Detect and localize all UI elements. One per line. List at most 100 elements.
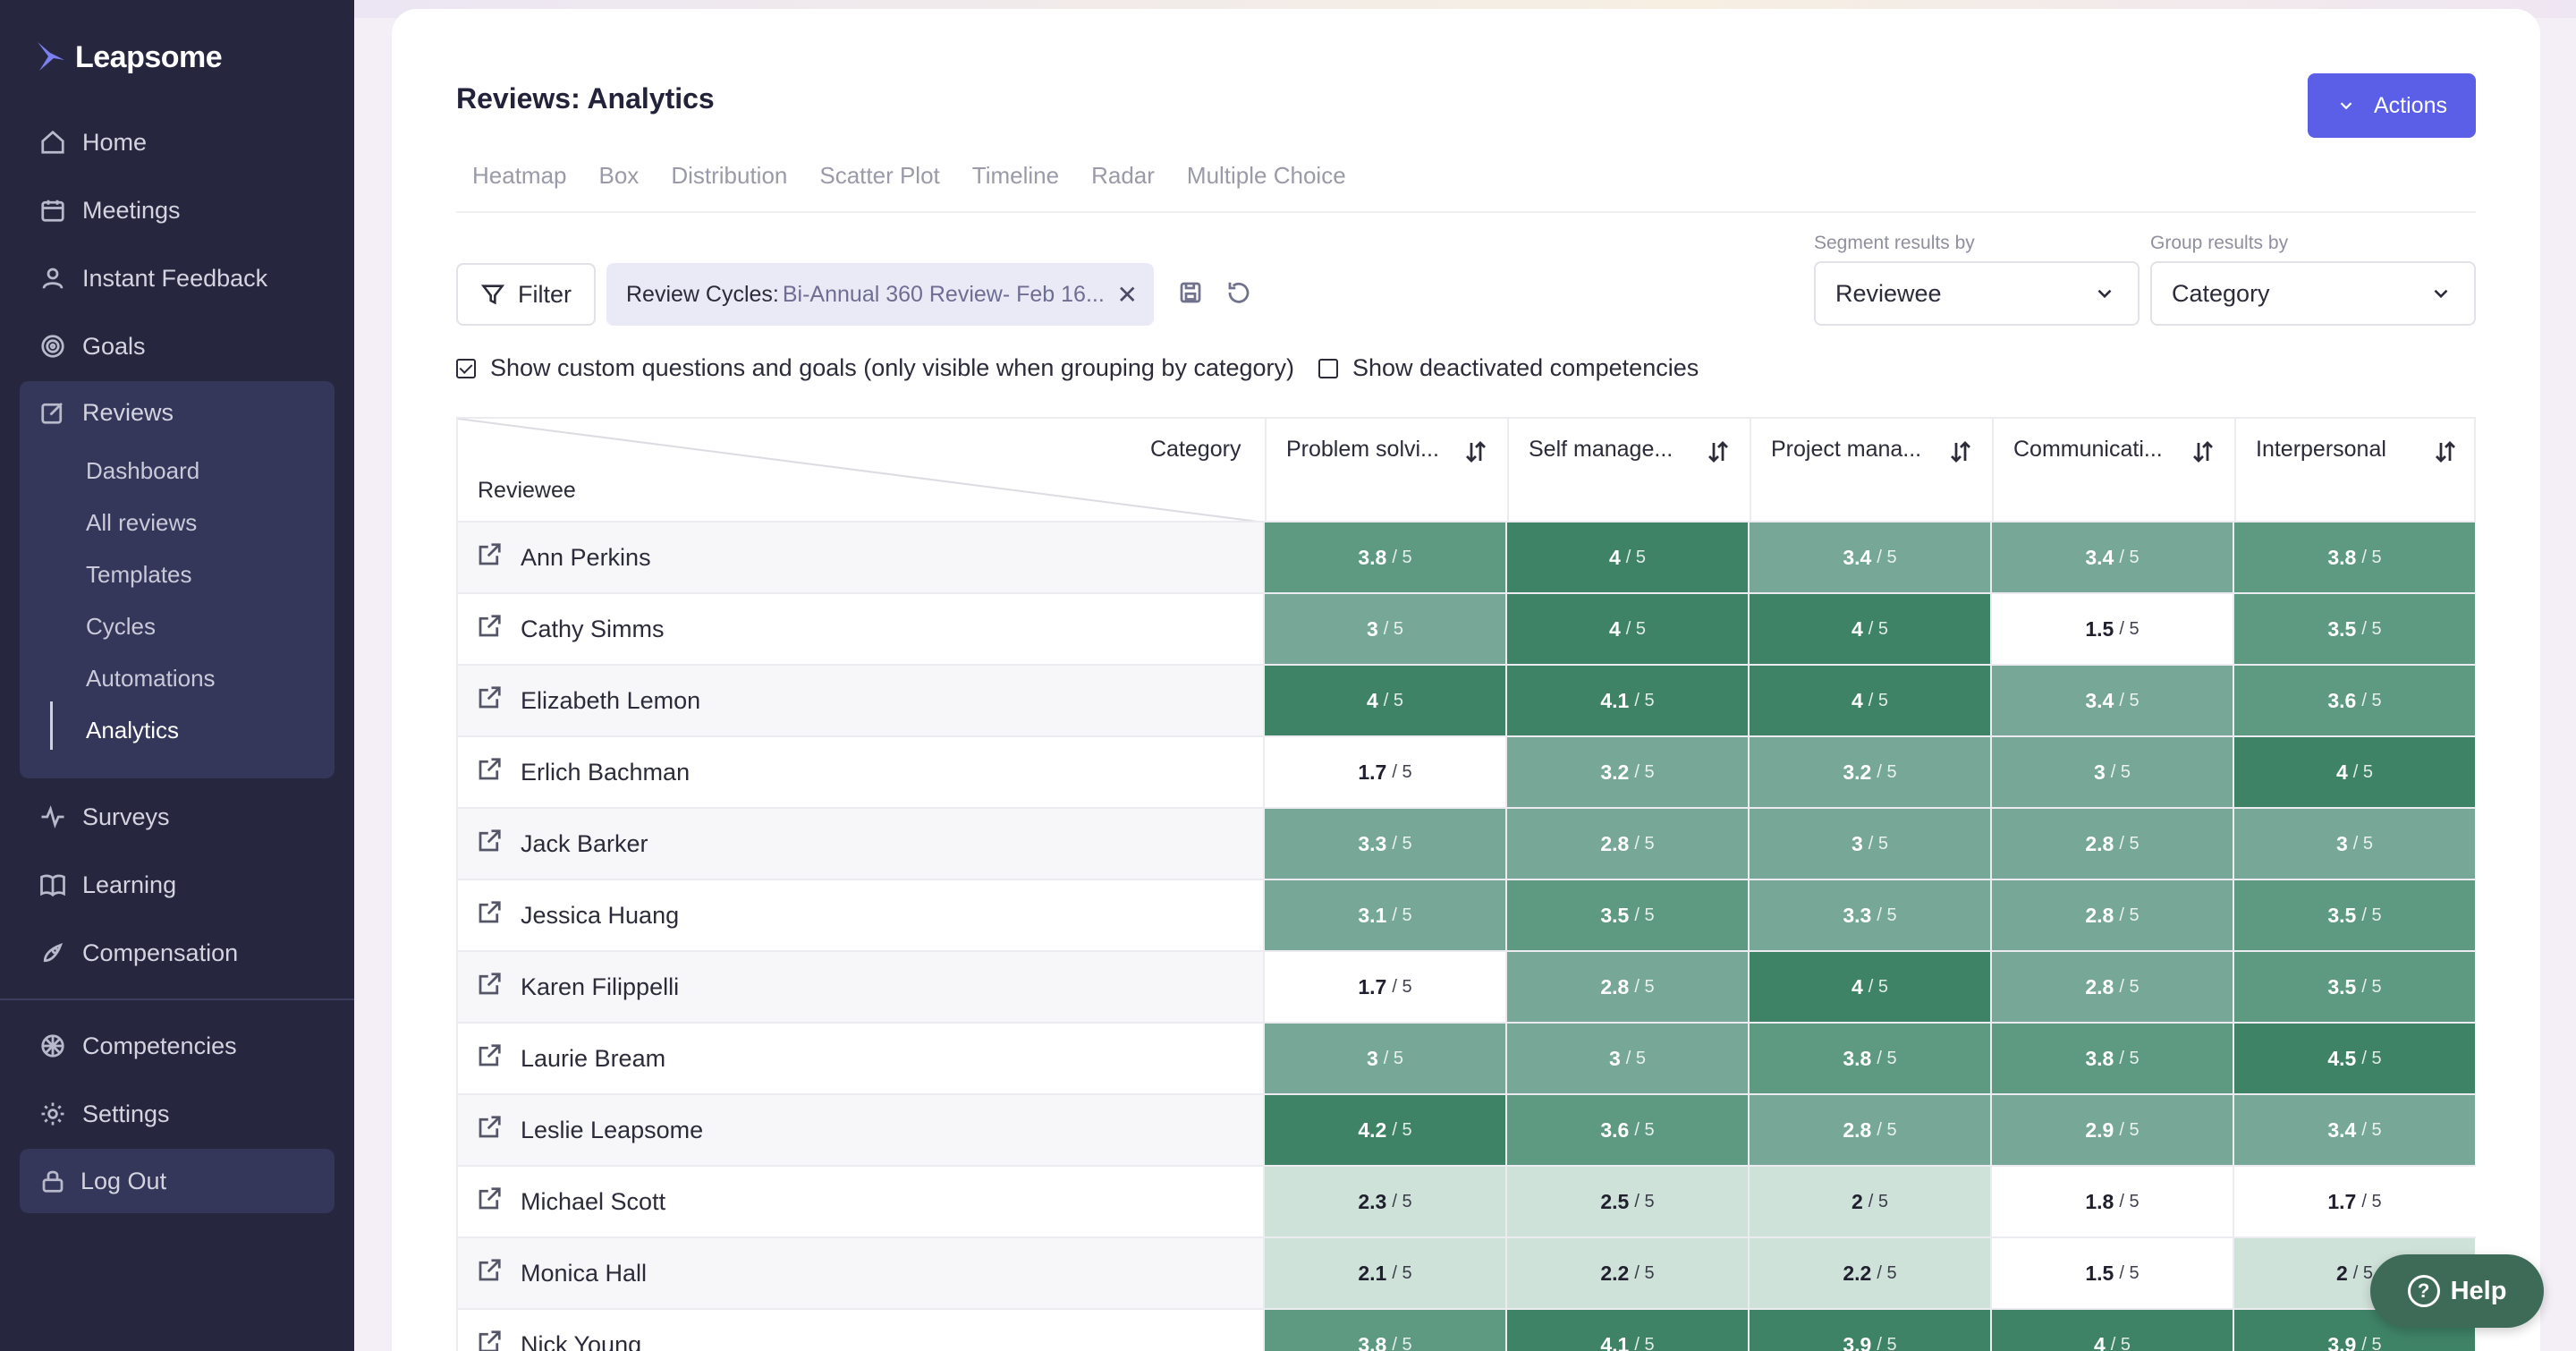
external-link-icon[interactable]: [476, 971, 503, 998]
score-cell[interactable]: 2.9/ 5: [1990, 1095, 2233, 1165]
custom-questions-toggle[interactable]: Show custom questions and goals (only vi…: [456, 354, 1294, 382]
score-cell[interactable]: 4/ 5: [1748, 952, 1990, 1022]
sub-item-analytics[interactable]: Analytics: [86, 717, 180, 743]
score-cell[interactable]: 2.2/ 5: [1505, 1238, 1748, 1308]
group-select[interactable]: Category: [2150, 261, 2476, 326]
column-header[interactable]: Project mana...: [1750, 419, 1992, 523]
score-cell[interactable]: 3.4/ 5: [1748, 523, 1990, 592]
reset-icon[interactable]: [1225, 279, 1252, 306]
score-cell[interactable]: 4/ 5: [2233, 737, 2475, 807]
score-cell[interactable]: 1.7/ 5: [1263, 737, 1505, 807]
nav-meetings[interactable]: Meetings: [39, 188, 181, 233]
reviewee-cell[interactable]: Ann Perkins: [458, 523, 1263, 592]
score-cell[interactable]: 1.5/ 5: [1990, 594, 2233, 664]
nav-goals[interactable]: Goals: [39, 324, 146, 369]
reviewee-cell[interactable]: Cathy Simms: [458, 594, 1263, 664]
sub-item-automations[interactable]: Automations: [86, 665, 216, 692]
nav-reviews[interactable]: Reviews: [39, 390, 174, 435]
score-cell[interactable]: 2.8/ 5: [1990, 880, 2233, 950]
score-cell[interactable]: 2.8/ 5: [1505, 952, 1748, 1022]
score-cell[interactable]: 3.4/ 5: [1990, 523, 2233, 592]
score-cell[interactable]: 3.4/ 5: [1990, 666, 2233, 735]
nav-instant-feedback[interactable]: Instant Feedback: [39, 256, 267, 301]
score-cell[interactable]: 4/ 5: [1263, 666, 1505, 735]
reviewee-cell[interactable]: Laurie Bream: [458, 1024, 1263, 1093]
external-link-icon[interactable]: [476, 899, 503, 926]
tab-heatmap[interactable]: Heatmap: [472, 162, 567, 189]
score-cell[interactable]: 4/ 5: [1505, 523, 1748, 592]
score-cell[interactable]: 3.3/ 5: [1748, 880, 1990, 950]
column-header[interactable]: Interpersonal: [2234, 419, 2477, 523]
sub-item-all-reviews[interactable]: All reviews: [86, 509, 198, 536]
external-link-icon[interactable]: [476, 756, 503, 783]
score-cell[interactable]: 3.4/ 5: [2233, 1095, 2475, 1165]
score-cell[interactable]: 3.6/ 5: [2233, 666, 2475, 735]
score-cell[interactable]: 4/ 5: [1990, 1310, 2233, 1351]
reviewee-cell[interactable]: Elizabeth Lemon: [458, 666, 1263, 735]
score-cell[interactable]: 2.3/ 5: [1263, 1167, 1505, 1236]
score-cell[interactable]: 2.8/ 5: [1990, 952, 2233, 1022]
reviewee-cell[interactable]: Jack Barker: [458, 809, 1263, 879]
external-link-icon[interactable]: [476, 1185, 503, 1212]
score-cell[interactable]: 3.1/ 5: [1263, 880, 1505, 950]
score-cell[interactable]: 3.8/ 5: [1990, 1024, 2233, 1093]
score-cell[interactable]: 2.2/ 5: [1748, 1238, 1990, 1308]
score-cell[interactable]: 1.5/ 5: [1990, 1238, 2233, 1308]
score-cell[interactable]: 3.8/ 5: [2233, 523, 2475, 592]
score-cell[interactable]: 2.1/ 5: [1263, 1238, 1505, 1308]
external-link-icon[interactable]: [476, 541, 503, 568]
score-cell[interactable]: 1.7/ 5: [1263, 952, 1505, 1022]
tab-multiple-choice[interactable]: Multiple Choice: [1186, 162, 1346, 189]
close-icon[interactable]: ✕: [1116, 280, 1138, 309]
nav-compensation[interactable]: Compensation: [39, 930, 238, 975]
score-cell[interactable]: 3.8/ 5: [1263, 1310, 1505, 1351]
reviewee-cell[interactable]: Jessica Huang: [458, 880, 1263, 950]
score-cell[interactable]: 3.5/ 5: [2233, 880, 2475, 950]
score-cell[interactable]: 2.5/ 5: [1505, 1167, 1748, 1236]
checkbox-unchecked[interactable]: [1318, 358, 1338, 378]
checkbox-checked[interactable]: [456, 358, 476, 378]
sort-icon[interactable]: [1705, 438, 1732, 465]
score-cell[interactable]: 3.2/ 5: [1505, 737, 1748, 807]
score-cell[interactable]: 1.7/ 5: [2233, 1167, 2475, 1236]
score-cell[interactable]: 2.8/ 5: [1990, 809, 2233, 879]
score-cell[interactable]: 3.3/ 5: [1263, 809, 1505, 879]
score-cell[interactable]: 3/ 5: [1990, 737, 2233, 807]
external-link-icon[interactable]: [476, 828, 503, 854]
score-cell[interactable]: 4.1/ 5: [1505, 666, 1748, 735]
segment-select[interactable]: Reviewee: [1814, 261, 2140, 326]
score-cell[interactable]: 1.8/ 5: [1990, 1167, 2233, 1236]
reviewee-cell[interactable]: Nick Young: [458, 1310, 1263, 1351]
reviewee-cell[interactable]: Leslie Leapsome: [458, 1095, 1263, 1165]
logo[interactable]: Leapsome: [36, 36, 223, 79]
column-header[interactable]: Communicati...: [1992, 419, 2234, 523]
sort-icon[interactable]: [2190, 438, 2216, 465]
save-icon[interactable]: [1177, 279, 1204, 306]
tab-box[interactable]: Box: [598, 162, 640, 189]
sort-icon[interactable]: [1947, 438, 1974, 465]
score-cell[interactable]: 3/ 5: [1263, 1024, 1505, 1093]
score-cell[interactable]: 3.2/ 5: [1748, 737, 1990, 807]
score-cell[interactable]: 3/ 5: [1505, 1024, 1748, 1093]
score-cell[interactable]: 3/ 5: [1263, 594, 1505, 664]
reviewee-cell[interactable]: Monica Hall: [458, 1238, 1263, 1308]
score-cell[interactable]: 4/ 5: [1748, 594, 1990, 664]
score-cell[interactable]: 2.8/ 5: [1505, 809, 1748, 879]
external-link-icon[interactable]: [476, 1257, 503, 1284]
sort-icon[interactable]: [1462, 438, 1489, 465]
deactivated-competencies-toggle[interactable]: Show deactivated competencies: [1318, 354, 1699, 382]
score-cell[interactable]: 4/ 5: [1505, 594, 1748, 664]
sort-icon[interactable]: [2432, 438, 2459, 465]
score-cell[interactable]: 4/ 5: [1748, 666, 1990, 735]
nav-surveys[interactable]: Surveys: [39, 794, 170, 839]
score-cell[interactable]: 3/ 5: [2233, 809, 2475, 879]
nav-home[interactable]: Home: [39, 120, 147, 165]
external-link-icon[interactable]: [476, 684, 503, 711]
nav-competencies[interactable]: Competencies: [39, 1024, 237, 1068]
sub-item-dashboard[interactable]: Dashboard: [86, 457, 200, 484]
tab-distribution[interactable]: Distribution: [671, 162, 788, 189]
score-cell[interactable]: 4.1/ 5: [1505, 1310, 1748, 1351]
score-cell[interactable]: 2.8/ 5: [1748, 1095, 1990, 1165]
score-cell[interactable]: 3.9 / 5: [1748, 1310, 1990, 1351]
tab-timeline[interactable]: Timeline: [971, 162, 1060, 189]
